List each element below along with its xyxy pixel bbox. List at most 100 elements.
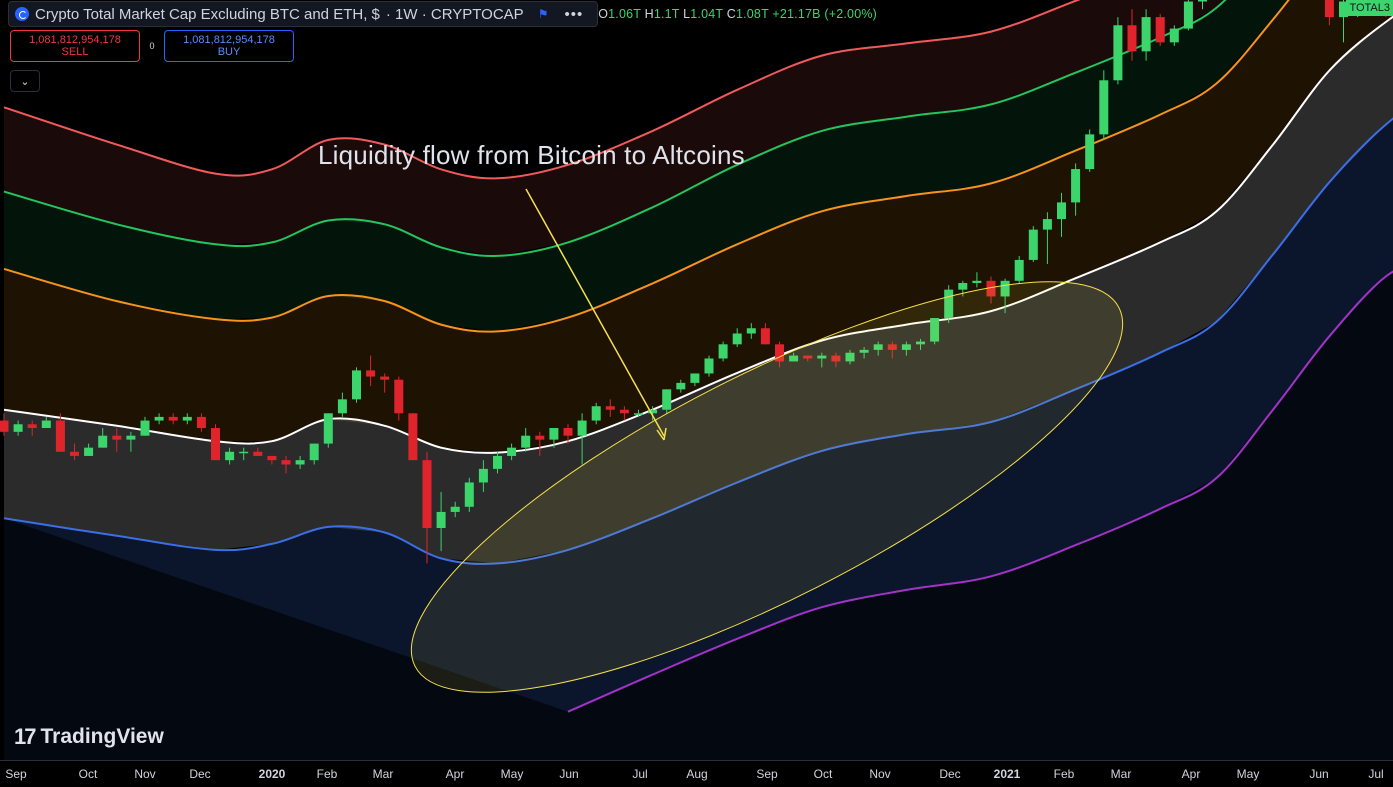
candle-up — [958, 282, 968, 290]
candle-up — [126, 435, 136, 440]
candle-up — [1042, 219, 1052, 230]
open-label: O — [598, 7, 609, 21]
price-chart[interactable] — [0, 0, 1393, 760]
chevron-down-icon: ⌄ — [20, 75, 30, 88]
annotation-text: Liquidity flow from Bitcoin to Altcoins — [318, 140, 745, 170]
x-tick-label: Dec — [189, 767, 211, 781]
candle-up — [507, 447, 517, 456]
candle-down — [267, 455, 277, 461]
candle-up — [521, 435, 531, 448]
candle-up — [859, 349, 869, 353]
buy-label: BUY — [217, 46, 241, 58]
candle-up — [817, 355, 827, 359]
x-tick-label: Apr — [1181, 767, 1201, 781]
candle-down — [1324, 0, 1334, 18]
candle-up — [1169, 28, 1179, 43]
x-tick-label: Sep — [756, 767, 778, 781]
candle-down — [70, 451, 79, 456]
candle-up — [1000, 280, 1010, 297]
candle-down — [380, 376, 390, 380]
band-line-blue — [3, 117, 1393, 565]
x-tick-label: Feb — [1053, 767, 1075, 781]
candle-up — [901, 344, 911, 350]
high-value: 1.1T — [653, 7, 680, 21]
sell-price: 1,081,812,954,178 — [29, 34, 121, 46]
candle-down — [211, 428, 220, 461]
candle-down — [27, 424, 37, 429]
candle-down — [563, 428, 573, 436]
candle-down — [394, 379, 404, 414]
candle-down — [253, 451, 263, 456]
x-tick-label: Aug — [686, 767, 708, 781]
cryptocap-logo-icon — [15, 7, 29, 21]
buy-button[interactable]: 1,081,812,954,178 BUY — [164, 30, 294, 62]
candle-up — [1198, 0, 1207, 2]
candle-up — [944, 289, 954, 319]
candle-down — [1127, 25, 1137, 52]
interval-exchange: · 1W · CRYPTOCAP — [385, 5, 524, 23]
candle-up — [690, 373, 700, 383]
candle-down — [605, 406, 615, 410]
liquidity-flow-ellipse — [410, 281, 1124, 693]
spread-value: 0 — [149, 41, 155, 51]
x-tick-label: May — [1236, 767, 1260, 781]
candle-down — [281, 460, 291, 465]
band-line-orange — [3, 0, 1290, 333]
candle-down — [168, 416, 178, 421]
symbol-selector[interactable]: Crypto Total Market Cap Excluding BTC an… — [8, 1, 599, 27]
candle-up — [352, 370, 361, 400]
candle-up — [84, 447, 94, 456]
candle-down — [408, 413, 418, 461]
band-fill-orange — [4, 0, 1393, 453]
sell-label: SELL — [61, 46, 89, 58]
sell-button[interactable]: 1,081,812,954,178 SELL — [10, 30, 140, 62]
candle-up — [873, 344, 883, 350]
x-tick-label: Oct — [78, 767, 98, 781]
band-line-red — [3, 0, 1081, 180]
more-options-icon[interactable]: ••• — [564, 5, 584, 23]
candle-up — [337, 399, 347, 414]
candle-up — [478, 468, 488, 483]
candle-up — [41, 420, 51, 429]
candle-up — [634, 413, 643, 415]
x-tick-label: Oct — [813, 767, 833, 781]
annotation-arrow — [525, 188, 665, 437]
candle-down — [619, 409, 629, 414]
x-tick-label: Apr — [445, 767, 465, 781]
band-line-purple — [567, 270, 1393, 713]
candle-up — [549, 428, 559, 440]
time-axis[interactable]: Sep Oct Nov Dec 2020 Feb Mar Apr May Jun Jul Aug Sep… — [0, 760, 1393, 787]
band-fill-blue — [4, 118, 1393, 712]
ohlc-readout: O1.06T H1.1T L1.04T C1.08T +21.17B (+2.0… — [598, 7, 877, 21]
candle-down — [986, 280, 996, 297]
candle-down — [0, 420, 9, 432]
candle-up — [1339, 1, 1348, 18]
candle-down — [55, 420, 65, 452]
candle-down — [112, 435, 122, 440]
candle-up — [493, 455, 502, 469]
candle-down — [831, 355, 841, 362]
band-fill-green — [4, 0, 1289, 332]
candle-up — [182, 416, 192, 421]
candle-down — [366, 370, 376, 377]
x-tick-label: Jun — [1309, 767, 1329, 781]
collapse-legend-button[interactable]: ⌄ — [10, 70, 40, 92]
high-label: H — [644, 7, 654, 21]
band-line-white — [3, 15, 1393, 454]
x-tick-label: Mar — [1110, 767, 1132, 781]
candle-up — [436, 511, 446, 529]
candle-up — [309, 443, 319, 461]
open-value: 1.06T — [608, 7, 641, 21]
candle-up — [648, 409, 658, 414]
flag-icon[interactable]: ⚑ — [537, 7, 549, 21]
x-tick-label: Jul — [632, 767, 648, 781]
x-tick-label: 2021 — [993, 767, 1021, 781]
candle-down — [422, 460, 432, 529]
candle-up — [676, 382, 686, 390]
low-label: L — [683, 7, 691, 21]
buy-price: 1,081,812,954,178 — [183, 34, 275, 46]
x-tick-label: Feb — [316, 767, 338, 781]
x-tick-label: Nov — [869, 767, 891, 781]
candle-up — [1113, 25, 1123, 81]
candle-up — [972, 280, 982, 283]
